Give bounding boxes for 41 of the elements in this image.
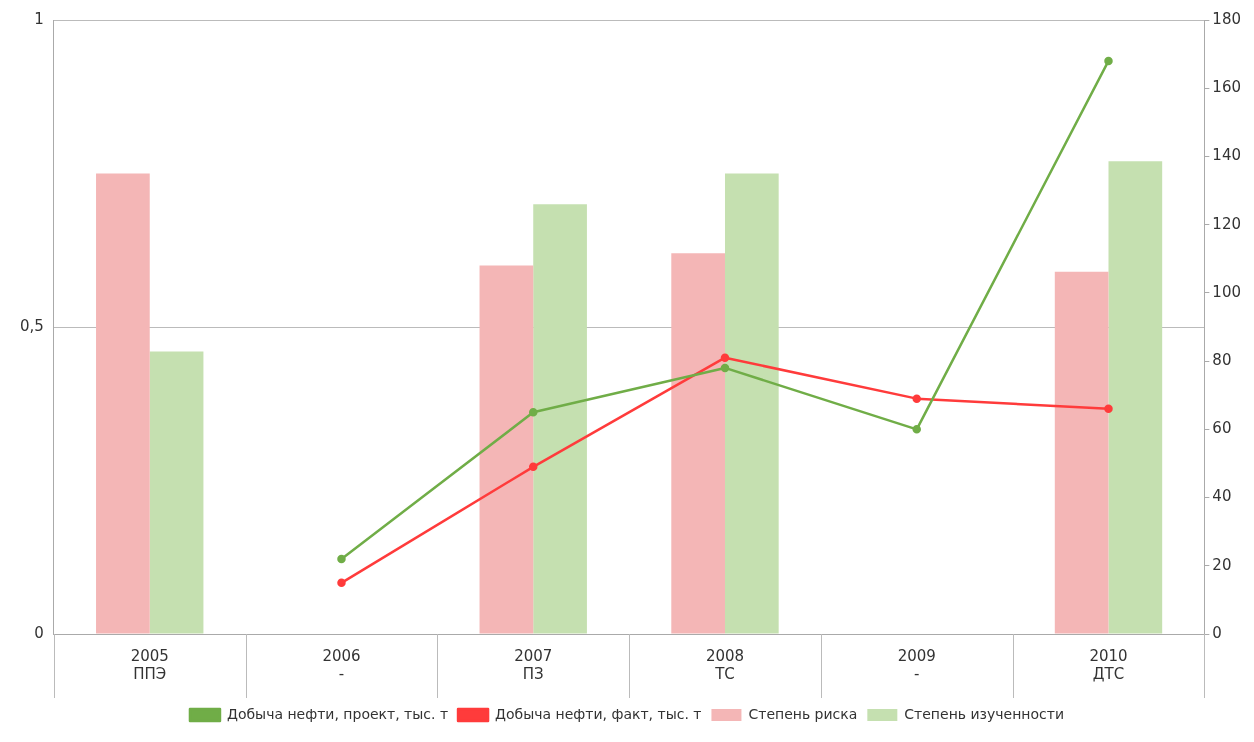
y2-tick-label: 0 <box>1212 623 1222 642</box>
y-tick-label: 1 <box>34 9 44 28</box>
point <box>528 462 538 472</box>
bar <box>724 173 779 634</box>
point <box>337 578 346 588</box>
bar <box>149 351 204 634</box>
legend-label: Добыча нефти, факт, тыс. т <box>495 705 702 722</box>
y-tick-label: 0,5 <box>20 316 44 335</box>
point <box>337 554 346 564</box>
x-tick-label: 2008 ТС <box>705 646 745 683</box>
point <box>1104 404 1113 414</box>
bar <box>1108 161 1163 634</box>
y2-tick-label: 160 <box>1212 78 1242 97</box>
y2-tick-label: 60 <box>1212 419 1232 438</box>
legend-label: Степень риска <box>748 705 858 722</box>
x-tick-label: 2006 - <box>322 646 361 683</box>
x-tick-label: 2010 ДТС <box>1089 646 1128 683</box>
y2-tick-label: 140 <box>1212 146 1242 165</box>
point <box>720 353 730 362</box>
y2-tick-label: 40 <box>1212 487 1232 506</box>
y2-tick-label: 100 <box>1212 282 1242 301</box>
bar <box>479 265 534 634</box>
x-tick-label: 2009 - <box>897 646 936 683</box>
legend-label: Добыча нефти, проект, тыс. т <box>226 705 449 722</box>
y-tick-label: 0 <box>34 623 44 642</box>
x-tick-label: 2007 ПЗ <box>514 646 553 683</box>
point <box>720 363 730 373</box>
point <box>912 394 921 403</box>
y2-tick-label: 180 <box>1212 9 1242 28</box>
y2-tick-label: 120 <box>1212 214 1242 233</box>
bar <box>671 253 725 634</box>
y2-tick-label: 20 <box>1212 555 1232 574</box>
bar <box>96 173 150 634</box>
y2-tick-label: 80 <box>1212 351 1232 369</box>
point <box>1104 56 1113 66</box>
bar <box>533 204 587 634</box>
bar <box>1054 271 1109 634</box>
point <box>912 425 921 434</box>
x-tick-label: 2005 ППЭ <box>130 646 169 683</box>
point <box>528 408 538 417</box>
legend-label: Степень изученности <box>904 705 1065 722</box>
